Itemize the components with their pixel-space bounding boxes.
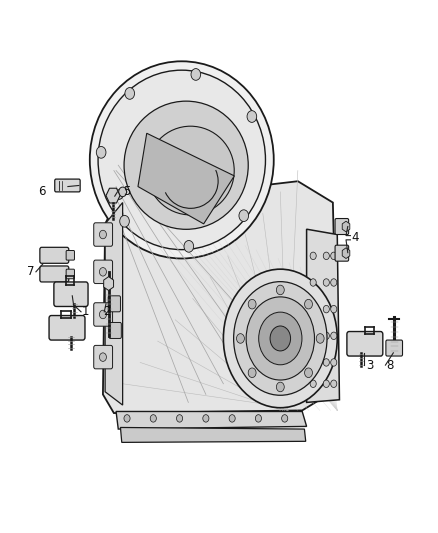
- Circle shape: [248, 300, 256, 309]
- Text: 1: 1: [81, 305, 89, 318]
- FancyBboxPatch shape: [55, 179, 80, 192]
- FancyBboxPatch shape: [40, 247, 69, 263]
- FancyBboxPatch shape: [54, 282, 88, 306]
- Ellipse shape: [98, 70, 265, 249]
- Text: 6: 6: [38, 185, 46, 198]
- Ellipse shape: [147, 126, 234, 215]
- FancyBboxPatch shape: [108, 296, 120, 312]
- Circle shape: [323, 332, 329, 340]
- Circle shape: [323, 252, 329, 260]
- Circle shape: [310, 279, 316, 286]
- Text: 4: 4: [351, 231, 359, 244]
- Circle shape: [304, 300, 312, 309]
- FancyBboxPatch shape: [40, 266, 69, 282]
- Circle shape: [255, 415, 261, 422]
- Text: 5: 5: [124, 185, 131, 198]
- FancyBboxPatch shape: [66, 251, 74, 260]
- Circle shape: [331, 252, 337, 260]
- FancyBboxPatch shape: [94, 260, 113, 284]
- Circle shape: [125, 87, 134, 99]
- Polygon shape: [307, 229, 339, 402]
- Circle shape: [184, 240, 194, 252]
- Circle shape: [310, 305, 316, 313]
- Circle shape: [248, 368, 256, 377]
- Circle shape: [96, 147, 106, 158]
- Polygon shape: [116, 411, 307, 429]
- FancyBboxPatch shape: [109, 322, 121, 338]
- Circle shape: [120, 215, 129, 227]
- Circle shape: [229, 415, 235, 422]
- Circle shape: [203, 415, 209, 422]
- Circle shape: [310, 380, 316, 387]
- Circle shape: [99, 310, 106, 319]
- Text: 2: 2: [103, 305, 111, 318]
- Circle shape: [223, 269, 337, 408]
- FancyBboxPatch shape: [347, 332, 383, 356]
- Circle shape: [331, 359, 337, 366]
- Circle shape: [177, 415, 183, 422]
- FancyBboxPatch shape: [49, 316, 85, 340]
- FancyBboxPatch shape: [386, 340, 403, 356]
- Text: 3: 3: [367, 359, 374, 372]
- Ellipse shape: [124, 101, 248, 229]
- Circle shape: [331, 279, 337, 286]
- Circle shape: [259, 312, 302, 365]
- Circle shape: [99, 268, 106, 276]
- Circle shape: [323, 279, 329, 286]
- FancyBboxPatch shape: [335, 219, 349, 235]
- FancyBboxPatch shape: [94, 303, 113, 326]
- Circle shape: [331, 305, 337, 313]
- Circle shape: [282, 415, 288, 422]
- Circle shape: [119, 187, 127, 197]
- Circle shape: [191, 69, 201, 80]
- Circle shape: [323, 359, 329, 366]
- Text: 8: 8: [386, 359, 393, 372]
- Polygon shape: [103, 181, 337, 413]
- Circle shape: [237, 334, 244, 343]
- Circle shape: [115, 190, 123, 199]
- Circle shape: [331, 332, 337, 340]
- Circle shape: [323, 305, 329, 313]
- Circle shape: [247, 111, 257, 123]
- Circle shape: [310, 332, 316, 340]
- Circle shape: [99, 230, 106, 239]
- Ellipse shape: [90, 61, 274, 259]
- FancyBboxPatch shape: [94, 345, 113, 369]
- Circle shape: [310, 359, 316, 366]
- FancyBboxPatch shape: [94, 223, 113, 246]
- Polygon shape: [105, 203, 123, 405]
- FancyBboxPatch shape: [66, 269, 74, 279]
- Circle shape: [150, 415, 156, 422]
- Circle shape: [276, 382, 284, 392]
- Circle shape: [331, 380, 337, 387]
- Circle shape: [310, 252, 316, 260]
- Circle shape: [124, 415, 130, 422]
- Polygon shape: [138, 133, 234, 224]
- Circle shape: [239, 210, 249, 222]
- Polygon shape: [120, 427, 306, 442]
- Circle shape: [99, 353, 106, 361]
- Circle shape: [233, 281, 327, 395]
- Circle shape: [304, 368, 312, 377]
- Circle shape: [276, 285, 284, 295]
- Circle shape: [316, 334, 324, 343]
- Circle shape: [323, 380, 329, 387]
- FancyBboxPatch shape: [335, 245, 349, 261]
- Circle shape: [270, 326, 290, 351]
- Text: 7: 7: [27, 265, 35, 278]
- Circle shape: [246, 297, 314, 380]
